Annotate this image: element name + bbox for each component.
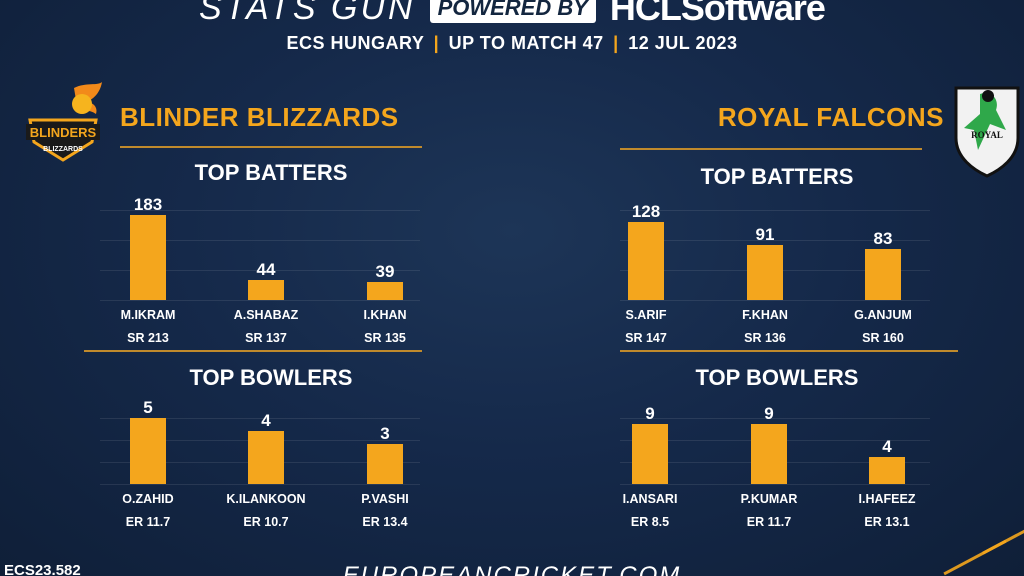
gridline xyxy=(100,240,420,241)
bar-value: 128 xyxy=(631,202,661,221)
date-label: 12 JUL 2023 xyxy=(628,33,738,53)
player-stat: SR 160 xyxy=(862,331,904,345)
gridline xyxy=(620,300,930,301)
gridline xyxy=(100,210,420,211)
bar xyxy=(865,249,901,300)
logo-text: BLINDERS xyxy=(30,125,97,140)
bar xyxy=(367,281,403,300)
player-name: G.ANJUM xyxy=(854,308,912,322)
player-name: M.IKRAM xyxy=(120,308,176,322)
brand-title: STATS GUN xyxy=(199,0,416,27)
player-stat: ER 11.7 xyxy=(746,515,792,529)
bar xyxy=(367,444,403,484)
player-name: I.HAFEEZ xyxy=(858,492,916,506)
separator: | xyxy=(433,33,440,53)
gridline xyxy=(100,300,420,301)
player-name: K.ILANKOON xyxy=(226,492,306,506)
blinders-logo: BLINDERS BLIZZARDS xyxy=(26,82,102,162)
bar xyxy=(130,215,166,300)
title-row: STATS GUN POWERED BY HCLSoftware xyxy=(0,0,1024,28)
stage-label: UP TO MATCH 47 xyxy=(448,33,604,53)
player-stat: ER 11.7 xyxy=(125,515,171,529)
bar xyxy=(248,279,284,300)
divider xyxy=(620,350,958,352)
divider xyxy=(120,146,422,148)
bar xyxy=(130,418,166,484)
gridline xyxy=(620,240,930,241)
league-name: ECS HUNGARY xyxy=(286,33,425,53)
footer-code: ECS23.582 xyxy=(4,562,81,576)
bar xyxy=(751,424,787,484)
bar xyxy=(869,457,905,484)
player-name: S.ARIF xyxy=(625,308,667,322)
player-stat: SR 147 xyxy=(625,331,667,345)
divider xyxy=(620,148,922,150)
player-name: I.KHAN xyxy=(363,308,407,322)
player-name: P.VASHI xyxy=(361,492,409,506)
gridline xyxy=(100,418,420,419)
bar-value: 3 xyxy=(380,424,390,444)
player-stat: SR 135 xyxy=(364,331,406,345)
royal-falcons-logo: ROYAL xyxy=(954,86,1020,178)
divider xyxy=(84,350,422,352)
gridline xyxy=(100,270,420,271)
section-title: TOP BATTERS xyxy=(194,160,348,185)
team-name-right: ROYAL FALCONS xyxy=(717,102,944,132)
bar-value: 9 xyxy=(764,404,774,423)
player-stat: SR 213 xyxy=(127,331,169,345)
section-title: TOP BATTERS xyxy=(700,164,854,189)
bar-value: 91 xyxy=(755,224,775,244)
bar-value: 5 xyxy=(143,398,153,417)
section-title: TOP BOWLERS xyxy=(189,365,353,390)
bar-value: 4 xyxy=(261,411,271,431)
player-stat: ER 13.4 xyxy=(362,515,408,529)
player-name: O.ZAHID xyxy=(122,492,174,506)
gridline xyxy=(620,210,930,211)
player-stat: SR 136 xyxy=(744,331,786,345)
player-stat: ER 8.5 xyxy=(630,515,670,529)
footer-site: EUROPEANCRICKET.COM xyxy=(342,562,682,576)
bar-value: 39 xyxy=(375,261,395,281)
bar-value: 83 xyxy=(873,229,893,249)
subtitle: ECS HUNGARY | UP TO MATCH 47 | 12 JUL 20… xyxy=(0,33,1024,54)
bar xyxy=(628,222,664,300)
player-stat: ER 10.7 xyxy=(243,515,289,529)
bar-value: 4 xyxy=(882,437,892,457)
separator: | xyxy=(613,33,619,53)
bar xyxy=(248,431,284,484)
bar-value: 183 xyxy=(133,195,163,214)
player-stat: ER 13.1 xyxy=(864,515,910,529)
gridline xyxy=(100,484,420,485)
section-title: TOP BOWLERS xyxy=(695,365,859,390)
player-name: P.KUMAR xyxy=(740,492,798,506)
bar-value: 9 xyxy=(645,404,655,423)
gridline xyxy=(620,418,930,419)
gridline xyxy=(620,484,930,485)
decorative-streak xyxy=(982,528,1024,555)
powered-by-badge: POWERED BY xyxy=(429,0,596,23)
bar xyxy=(632,424,668,484)
sponsor-logo: HCLSoftware xyxy=(609,0,826,28)
bar-value: 44 xyxy=(256,259,276,279)
player-stat: SR 137 xyxy=(245,331,287,345)
player-name: F.KHAN xyxy=(742,308,788,322)
team-name-left: BLINDER BLIZZARDS xyxy=(120,102,399,132)
logo-text: ROYAL xyxy=(971,130,1003,140)
logo-subtext: BLIZZARDS xyxy=(43,146,83,153)
player-name: I.ANSARI xyxy=(622,492,678,506)
bar xyxy=(747,244,783,300)
player-name: A.SHABAZ xyxy=(233,308,299,322)
